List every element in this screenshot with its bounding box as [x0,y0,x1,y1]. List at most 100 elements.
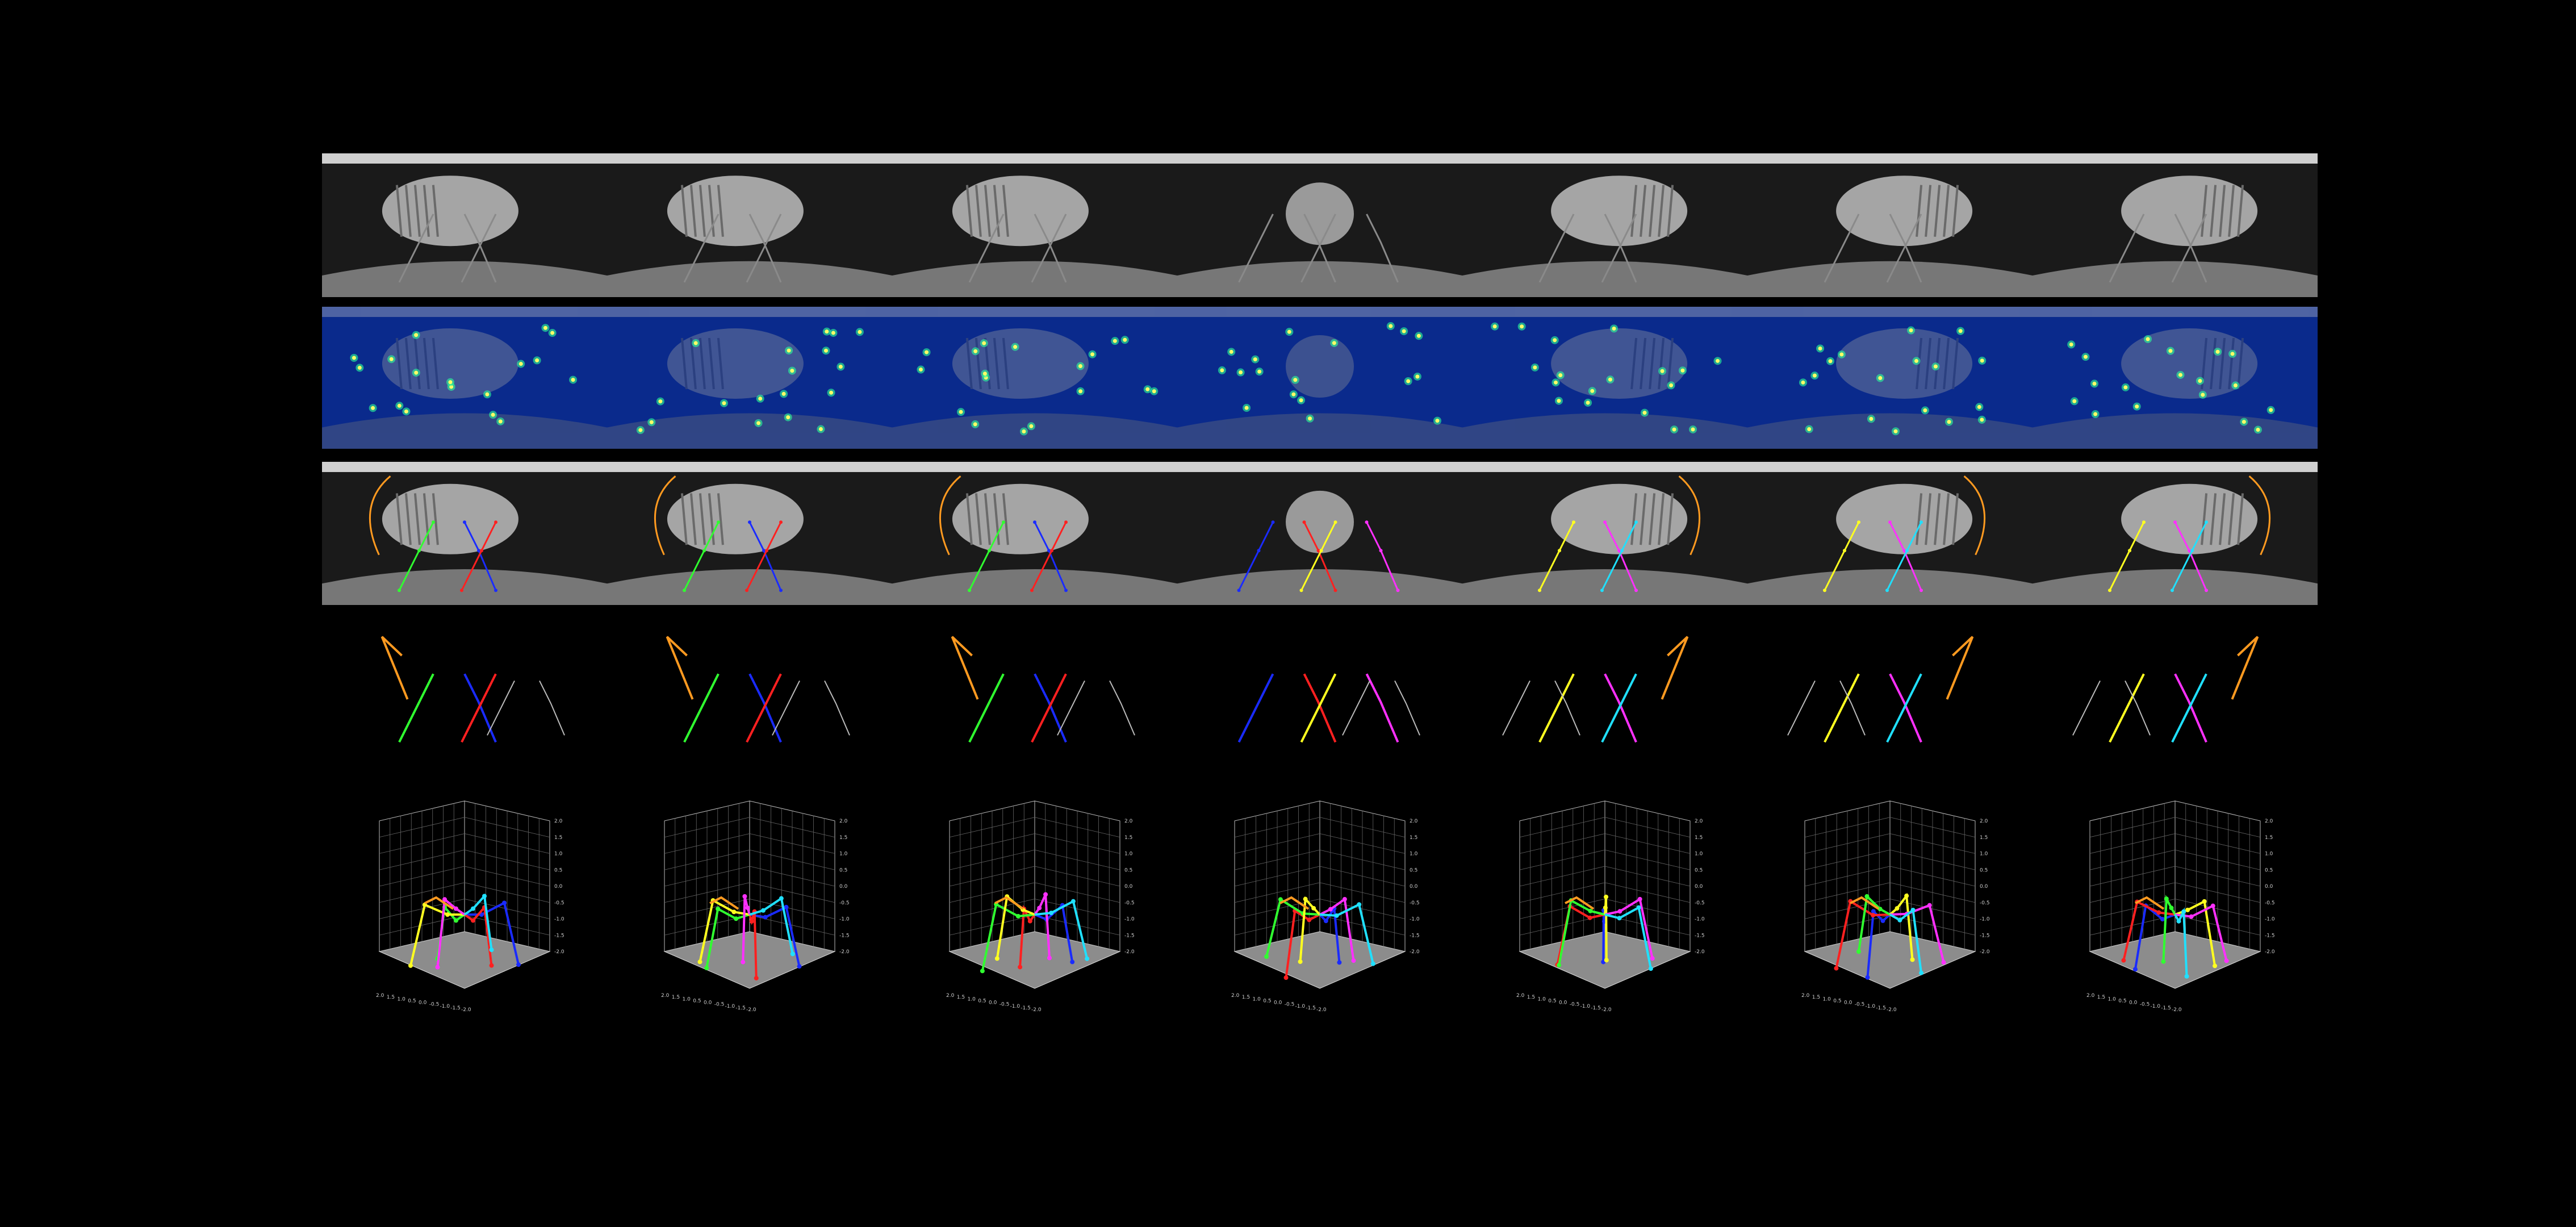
leg-skeleton [1886,673,1922,743]
joint [988,549,991,553]
joint [494,589,497,592]
joint [460,589,463,592]
axis-tick-label: 1.0 [1980,852,1988,857]
heatmap-frame [1177,307,1462,449]
pose-3d-plot: 2.0 2.0 1.5 1.5 1.0 1.0 0.5 0.5 0.0 0.0 -0.5 -0.5 -1… [1177,790,1462,1062]
axis-tick-label: 1.0 [1538,996,1546,1002]
keypoint-peak [543,325,547,330]
heatmap-frame [2033,307,2318,449]
heatmap-frame [1747,307,2033,449]
joint [1257,549,1261,553]
axis-tick-label: 1.5 [554,835,562,841]
leg-3d [2134,903,2176,970]
axis-tick-label: 0.5 [693,998,701,1004]
keypoint-peak [1244,406,1249,410]
leg-skeleton [1365,673,1399,743]
axis-tick-label: 2.0 [1801,993,1810,999]
keypoint-peak [535,358,540,362]
joint [702,549,706,553]
joint [1033,520,1036,524]
fly-body [382,176,518,247]
keypoint-peak [2242,420,2246,424]
leg-skeleton [2109,673,2145,743]
keypoint-peak [1332,341,1336,345]
keypoint-peak [1239,370,1243,375]
keypoint-peak [823,348,828,353]
joint [1634,589,1638,592]
keypoint-peak [1533,365,1537,370]
axis-tick-label: 0.5 [1980,867,1988,873]
keypoint-peak [2230,352,2235,356]
joint [1634,520,1638,524]
leg-3d [1319,903,1374,965]
axis-tick-label: 2.0 [661,993,670,999]
fly-body [382,328,518,399]
keypoint-peak [693,341,698,345]
joint [1237,589,1241,592]
pose-overlay-frame [607,462,892,605]
keypoint-peak [2168,349,2173,353]
pose-overlay-frame [322,462,607,605]
joint [1617,549,1621,553]
grid-wall [2174,800,2261,952]
axis-tick-label: 1.5 [1527,995,1535,1000]
fly-body [1836,176,1973,247]
camera-frame [322,153,607,297]
axis-tick-label: -1.5 [2161,1005,2171,1011]
keypoint-peak [414,370,419,375]
keypoint-peak [1878,375,1883,380]
fly-body [667,176,804,247]
keypoint-peak [2083,354,2088,359]
pose-overlay-frame [2033,462,2318,605]
heatmap-frame [892,307,1177,449]
keypoint-peak [1590,389,1595,393]
axis-tick-label: -0.5 [1124,900,1135,906]
heatmaps-row [322,307,2318,449]
axis-tick-label: 2.0 [1980,819,1988,824]
pose-3d-row: 2.0 2.0 1.5 1.5 1.0 1.0 0.5 0.5 0.0 0.0 -0.5 -0.5 -1… [322,790,2318,1062]
keypoint-peak [1893,429,1898,433]
joint [1920,589,1923,592]
keypoint-peak [2093,412,2098,416]
axis-tick-label: 0.5 [1548,998,1556,1004]
keypoint-peak [1229,349,1233,354]
axis-tick-label: 0.5 [408,998,416,1004]
antenna [2248,475,2271,556]
axis-tick-label: 0.5 [978,998,986,1004]
axis-tick-label: 1.0 [1253,996,1261,1002]
joint [1902,549,1906,553]
keypoint-peak [838,365,843,369]
joint [1538,589,1541,592]
axis-tick-label: -1.5 [1124,933,1135,938]
axis-tick-label: 2.0 [1124,819,1133,824]
axis-tick-label: -2.0 [2172,1007,2182,1013]
axis-tick-label: -2.0 [1601,1007,1612,1013]
keypoint-peak [973,422,977,427]
joint [463,520,466,524]
joint [1333,520,1337,524]
axis-tick-label: -1.5 [839,933,850,938]
keypoint-peak [918,368,923,372]
axis-tick-label: 0.5 [1833,998,1841,1004]
keypoint-peak [2198,378,2202,383]
axis-tick-label: -1.0 [1124,917,1135,923]
keypoint-peak [1608,377,1612,382]
inactive-leg [824,680,850,736]
keypoint-peak [1812,373,1817,378]
axis-tick-label: -0.5 [714,1002,725,1008]
keypoint-peak [371,406,375,410]
joint [1319,549,1323,553]
keypoint-peak [1013,345,1018,349]
keypoint-peak [1923,408,1927,412]
pose-overlay-frame [892,462,1177,605]
axis-tick-label: -1.0 [1695,917,1705,923]
keypoint-peak [2256,428,2260,432]
keypoint-peak [389,357,394,361]
keypoint-peak [397,403,402,408]
joint [1905,549,1909,553]
keypoint-peak [756,421,761,425]
keypoint-peak [1402,329,1406,333]
pose-3d-plot: 2.0 2.0 1.5 1.5 1.0 1.0 0.5 0.5 0.0 0.0 -0.5 -0.5 -1… [607,790,892,1062]
pose-3d-plot: 2.0 2.0 1.5 1.5 1.0 1.0 0.5 0.5 0.0 0.0 -0.5 -0.5 -1… [322,790,607,1062]
leg-3d [749,905,801,967]
